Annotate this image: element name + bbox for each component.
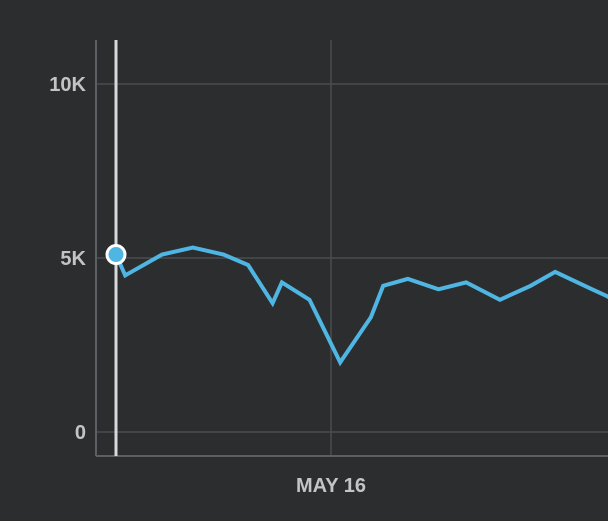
y-tick-label: 0 (75, 422, 86, 444)
y-tick-label: 5K (60, 248, 86, 270)
x-tick-label: MAY 16 (296, 475, 366, 497)
grid (96, 40, 608, 456)
series-line (114, 245, 608, 367)
axes (95, 40, 608, 457)
y-tick-label: 10K (49, 74, 86, 96)
series-layer (105, 244, 608, 367)
highlight-point-marker (105, 244, 127, 266)
tick-labels: 0 5K 10K MAY 16 (49, 74, 366, 497)
